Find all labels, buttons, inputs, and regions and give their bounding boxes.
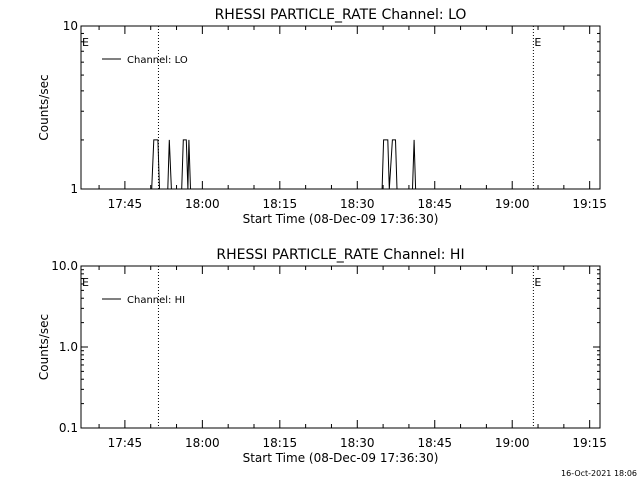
x-tick-label: 18:15 (263, 436, 298, 450)
event-marker: E (82, 276, 89, 289)
event-marker: E (82, 36, 89, 49)
x-tick-label: 18:00 (185, 197, 220, 211)
x-tick-label: 19:15 (572, 197, 607, 211)
y-tick-label: 1.0 (59, 340, 78, 354)
chart-title: RHESSI PARTICLE_RATE Channel: LO (215, 7, 467, 23)
y-tick-label: 1 (70, 182, 78, 196)
x-tick-label: 18:30 (340, 436, 375, 450)
series-line-0 (151, 139, 417, 190)
x-axis-label: Start Time (08-Dec-09 17:36:30) (243, 212, 439, 226)
x-tick-label: 18:45 (417, 436, 452, 450)
generation-timestamp: 16-Oct-2021 18:06 (561, 469, 637, 478)
y-tick-label: 10 (63, 19, 78, 33)
y-tick-label: 0.1 (59, 421, 78, 435)
event-marker: E (534, 36, 541, 49)
x-tick-label: 19:00 (495, 197, 530, 211)
legend-label: Channel: HI (127, 295, 185, 306)
legend-label: Channel: LO (127, 55, 188, 66)
x-tick-label: 18:00 (185, 436, 220, 450)
lo-channel-panel: RHESSI PARTICLE_RATE Channel: LO 1 10 17:45… (37, 7, 607, 226)
x-tick-label: 18:45 (417, 197, 452, 211)
hi-channel-panel: RHESSI PARTICLE_RATE Channel: HI 0.1 1.0 10… (37, 247, 607, 465)
y-tick-label: 10.0 (51, 259, 78, 273)
y-axis-label: Counts/sec (37, 74, 51, 140)
x-tick-label: 19:15 (572, 436, 607, 450)
x-tick-label: 18:15 (263, 197, 298, 211)
chart-title: RHESSI PARTICLE_RATE Channel: HI (216, 247, 464, 263)
x-tick-label: 17:45 (108, 436, 143, 450)
event-marker: E (534, 276, 541, 289)
x-axis-label: Start Time (08-Dec-09 17:36:30) (243, 451, 439, 465)
x-tick-label: 17:45 (108, 197, 143, 211)
y-axis-label: Counts/sec (37, 314, 51, 380)
x-tick-label: 18:30 (340, 197, 375, 211)
plot-frame (80, 25, 601, 190)
x-tick-label: 19:00 (495, 436, 530, 450)
